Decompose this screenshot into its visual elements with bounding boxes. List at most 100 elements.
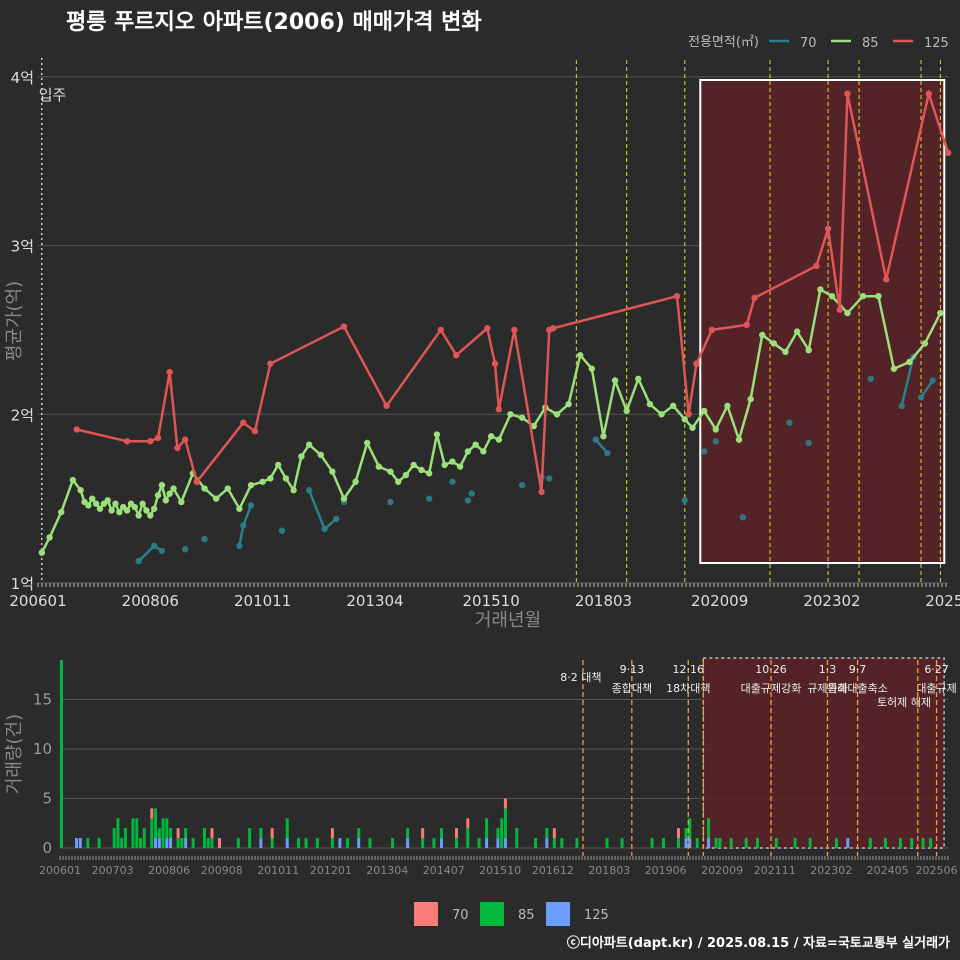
volume-bar-70 xyxy=(552,828,556,839)
series-85-point xyxy=(340,495,348,502)
volume-bar-85 xyxy=(345,838,349,848)
volume-bar-70 xyxy=(218,838,222,848)
event-label: 1·3 xyxy=(819,663,837,676)
series-125-point xyxy=(340,323,348,330)
series-85-point xyxy=(553,411,561,418)
volume-bar-85 xyxy=(620,838,624,848)
series-85-point xyxy=(464,448,472,455)
series-70-point xyxy=(321,525,328,533)
volume-bar-70 xyxy=(150,808,154,819)
series-85-point xyxy=(890,365,898,372)
series-85-point xyxy=(69,476,77,484)
event-label: 8·2 대책 xyxy=(560,671,601,684)
series-125-point xyxy=(123,438,131,445)
series-85-point xyxy=(92,500,100,507)
event-sublabel: 규제완화 xyxy=(807,682,847,695)
volume-bar-85 xyxy=(135,818,139,848)
price-xtick-label: 201510 xyxy=(463,592,520,610)
volume-bar-85 xyxy=(432,838,436,848)
series-85-point xyxy=(170,485,177,492)
volume-bar-70 xyxy=(330,828,334,839)
volume-bar-85 xyxy=(929,838,933,848)
series-85-point xyxy=(456,463,464,470)
volume-bar-85 xyxy=(357,828,361,839)
price-xtick-label: 201011 xyxy=(234,592,291,610)
series-85-point xyxy=(828,292,836,300)
series-70-point xyxy=(712,438,719,445)
volume-bar-85 xyxy=(142,828,146,848)
volume-xtick-label: 201510 xyxy=(479,864,521,877)
series-125-point xyxy=(882,276,890,283)
volume-bar-70 xyxy=(421,828,425,839)
series-85-point xyxy=(507,411,514,418)
volume-bar-85 xyxy=(176,838,180,848)
volume-xtick-label: 201906 xyxy=(645,864,687,877)
series-125-point xyxy=(251,427,259,435)
series-125-point xyxy=(174,444,181,452)
series-125-point xyxy=(538,488,545,496)
series-85-point xyxy=(689,424,696,431)
volume-bar-85 xyxy=(297,838,301,848)
volume-xtick-label: 202009 xyxy=(701,864,743,877)
volume-bar-85 xyxy=(707,818,711,839)
volume-bar-85 xyxy=(112,828,116,848)
series-125-point xyxy=(844,90,851,97)
series-125-point xyxy=(693,360,700,367)
series-125-point xyxy=(267,360,274,367)
series-85-point xyxy=(782,348,789,356)
bottom-legend-key-85 xyxy=(480,902,504,926)
series-85-point xyxy=(844,309,851,317)
series-85-point xyxy=(329,468,336,475)
series-85-point xyxy=(770,340,778,347)
volume-bar-85 xyxy=(210,838,214,848)
series-85-point xyxy=(658,411,665,418)
series-85-point xyxy=(495,436,503,443)
volume-bar-85 xyxy=(259,828,263,839)
volume-xtick-label: 201201 xyxy=(310,864,352,877)
series-85-point xyxy=(274,461,282,469)
series-125-point xyxy=(181,436,189,443)
series-70-point xyxy=(867,375,874,383)
volume-xtick-label: 201612 xyxy=(532,864,574,877)
series-70-line xyxy=(920,379,934,399)
series-85-point xyxy=(487,433,495,440)
series-125-point xyxy=(743,321,750,329)
series-85-point xyxy=(58,508,65,516)
volume-bar-85 xyxy=(165,818,169,839)
series-70-point xyxy=(247,502,255,509)
volume-bar-85 xyxy=(270,838,274,848)
series-70-point xyxy=(805,439,812,447)
volume-xtick-label: 202506 xyxy=(916,864,958,877)
volume-bar-125 xyxy=(357,838,361,848)
price-ytick-label: 3억 xyxy=(11,238,34,256)
volume-bar-85 xyxy=(834,838,838,848)
volume-bar-85 xyxy=(123,828,127,848)
series-85-point xyxy=(805,346,812,354)
series-85-point xyxy=(104,497,111,504)
series-70-point xyxy=(305,487,313,494)
series-85-point xyxy=(875,292,882,300)
series-85-point xyxy=(577,352,584,359)
series-85-point xyxy=(112,500,119,507)
series-85-point xyxy=(669,402,677,410)
series-125-point xyxy=(453,352,460,359)
volume-bar-85 xyxy=(921,838,925,848)
series-85-point xyxy=(793,328,801,335)
volume-bar-125 xyxy=(545,838,549,848)
top-legend: 전용면적(㎡) 70 85 125 xyxy=(688,35,949,51)
series-85-point xyxy=(305,441,313,448)
series-85-point xyxy=(38,549,46,556)
volume-bar-70 xyxy=(455,828,459,839)
volume-bar-85 xyxy=(718,838,722,848)
event-label: 9·13 xyxy=(620,663,645,676)
series-70-point xyxy=(464,497,472,504)
volume-bar-85 xyxy=(406,828,410,839)
series-70-point xyxy=(236,542,243,550)
series-125-point xyxy=(437,326,444,334)
volume-bar-125 xyxy=(406,838,410,848)
volume-bar-125 xyxy=(684,838,688,848)
series-70-line xyxy=(900,356,915,407)
series-85-point xyxy=(77,487,84,494)
series-125-point xyxy=(383,402,390,410)
series-125-point xyxy=(673,292,681,300)
